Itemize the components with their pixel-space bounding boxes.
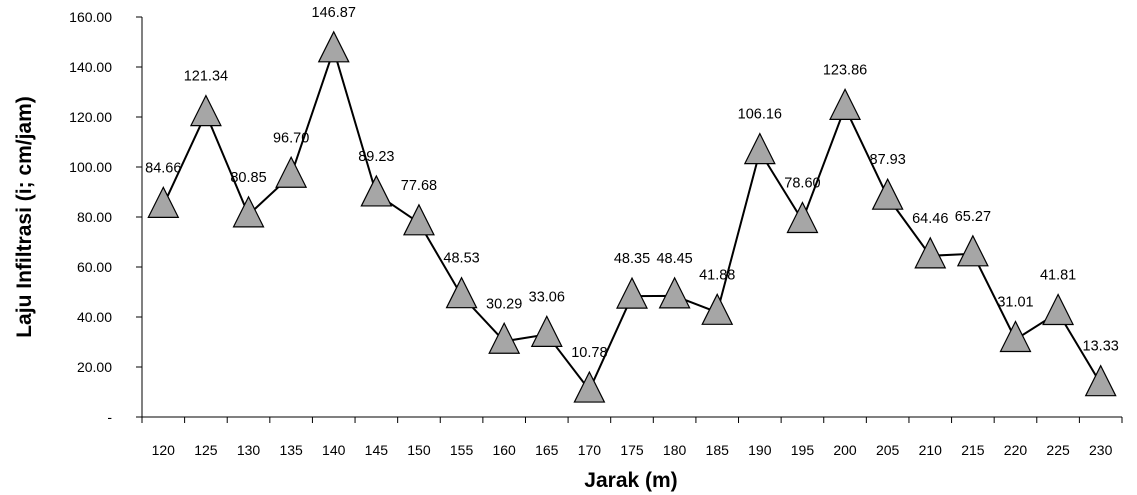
data-label: 146.87 bbox=[312, 5, 356, 21]
data-point-marker bbox=[445, 276, 478, 309]
data-point-marker bbox=[317, 30, 350, 63]
data-label: 80.85 bbox=[230, 170, 266, 186]
data-point-marker bbox=[616, 276, 648, 309]
x-tick-label: 190 bbox=[748, 442, 772, 458]
data-point-marker bbox=[360, 174, 393, 207]
x-tick-label: 130 bbox=[237, 442, 261, 458]
y-tick-label: 140.00 bbox=[69, 59, 112, 75]
data-label: 84.66 bbox=[145, 160, 181, 176]
data-point-marker bbox=[658, 276, 691, 309]
data-point-marker bbox=[871, 177, 904, 210]
data-label: 96.70 bbox=[273, 130, 309, 146]
x-tick-label: 195 bbox=[791, 442, 815, 458]
data-point-marker bbox=[488, 321, 521, 354]
data-label: 89.23 bbox=[358, 149, 394, 165]
x-tick-label: 230 bbox=[1089, 442, 1113, 458]
data-point-marker bbox=[573, 370, 606, 403]
data-label: 65.27 bbox=[955, 209, 991, 225]
data-point-marker bbox=[914, 236, 947, 269]
x-tick-label: 120 bbox=[152, 442, 176, 458]
data-label: 41.88 bbox=[699, 267, 735, 283]
y-tick-label: 80.00 bbox=[77, 209, 112, 225]
y-tick-label: 160.00 bbox=[69, 9, 112, 25]
x-tick-label: 145 bbox=[365, 442, 389, 458]
data-point-marker bbox=[956, 234, 989, 267]
x-tick-label: 135 bbox=[279, 442, 303, 458]
axes bbox=[136, 16, 1123, 423]
data-label: 41.81 bbox=[1040, 267, 1076, 283]
x-tick-label: 220 bbox=[1004, 442, 1028, 458]
data-point-marker bbox=[743, 132, 776, 165]
data-label: 30.29 bbox=[486, 296, 522, 312]
data-point-marker bbox=[189, 94, 222, 127]
data-label: 48.53 bbox=[443, 251, 479, 267]
data-label: 48.45 bbox=[656, 251, 692, 267]
x-tick-label: 165 bbox=[535, 442, 559, 458]
data-label: 31.01 bbox=[997, 294, 1033, 310]
y-axis-title: Laju Infiltrasi (i; cm/jam) bbox=[13, 96, 36, 338]
x-tick-label: 205 bbox=[876, 442, 900, 458]
data-label: 77.68 bbox=[401, 178, 437, 194]
data-label: 13.33 bbox=[1083, 339, 1119, 355]
x-tick-label: 200 bbox=[833, 442, 857, 458]
x-tick-label: 125 bbox=[194, 442, 218, 458]
data-label: 48.35 bbox=[614, 251, 650, 267]
x-tick-label: 185 bbox=[706, 442, 730, 458]
x-tick-label: 140 bbox=[322, 442, 346, 458]
series-markers bbox=[147, 30, 1117, 403]
data-point-marker bbox=[999, 320, 1032, 353]
x-tick-label: 210 bbox=[919, 442, 943, 458]
y-tick-label: 120.00 bbox=[69, 109, 112, 125]
data-label: 123.86 bbox=[823, 62, 867, 78]
data-labels: 84.66 121.34 80.85 96.70 146.87 89.23 77.68 48.… bbox=[145, 5, 1119, 361]
x-tick-label: 175 bbox=[620, 442, 644, 458]
y-tick-label: 20.00 bbox=[77, 359, 112, 375]
data-point-marker bbox=[530, 315, 563, 347]
data-point-marker bbox=[1042, 293, 1075, 326]
y-tick-label: 60.00 bbox=[77, 259, 112, 275]
y-axis-tick-labels: - 20.00 40.00 60.00 80.00 100.00 120.00 140.00 1… bbox=[69, 9, 112, 425]
data-label: 106.16 bbox=[738, 107, 782, 123]
x-axis-title: Jarak (m) bbox=[584, 469, 677, 492]
data-point-marker bbox=[701, 292, 734, 325]
x-tick-label: 225 bbox=[1046, 442, 1070, 458]
data-label: 33.06 bbox=[529, 289, 565, 305]
data-point-marker bbox=[232, 195, 265, 228]
y-tick-label: 40.00 bbox=[77, 309, 112, 325]
data-point-marker bbox=[829, 88, 862, 120]
x-tick-label: 150 bbox=[407, 442, 431, 458]
data-point-marker bbox=[402, 203, 435, 236]
x-tick-label: 155 bbox=[450, 442, 474, 458]
data-label: 64.46 bbox=[912, 211, 948, 227]
x-axis-tick-labels: 120 125 130 135 140 145 150 155 160 165 170 175 180 1… bbox=[152, 442, 1113, 458]
data-label: 121.34 bbox=[184, 69, 228, 85]
data-label: 78.60 bbox=[784, 176, 820, 192]
x-tick-label: 160 bbox=[492, 442, 516, 458]
y-tick-label: - bbox=[107, 409, 112, 425]
data-point-marker bbox=[786, 201, 819, 234]
x-tick-label: 215 bbox=[961, 442, 985, 458]
data-label: 87.93 bbox=[870, 152, 906, 168]
x-tick-label: 170 bbox=[578, 442, 602, 458]
data-label: 10.78 bbox=[571, 345, 607, 361]
x-tick-label: 180 bbox=[663, 442, 687, 458]
data-point-marker bbox=[147, 186, 180, 218]
data-point-marker bbox=[275, 155, 308, 188]
data-point-marker bbox=[1084, 364, 1117, 397]
y-tick-label: 100.00 bbox=[69, 159, 112, 175]
